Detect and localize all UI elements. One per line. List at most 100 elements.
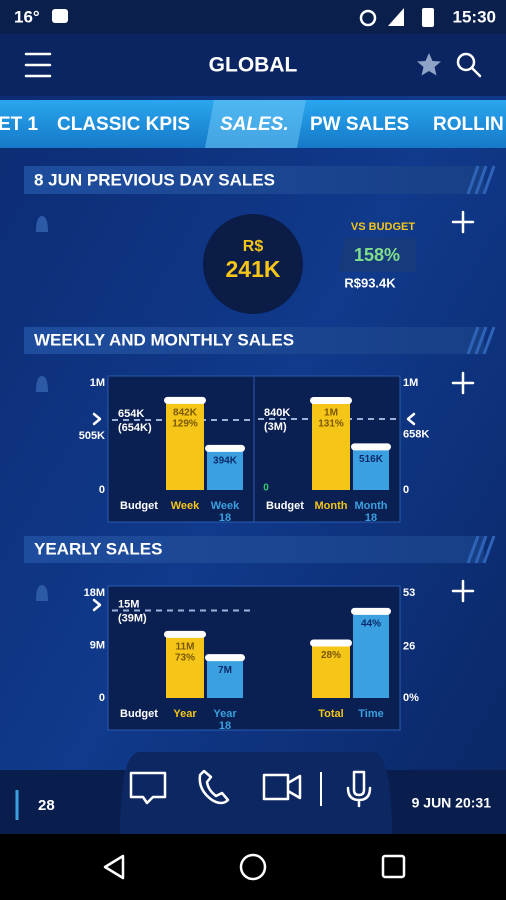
category-label: Budget — [266, 500, 304, 512]
bar — [353, 446, 389, 490]
y-tick-label: 18M — [84, 587, 105, 599]
value-label: 44% — [361, 618, 381, 629]
category-label: Budget — [120, 708, 158, 720]
chat-button[interactable] — [129, 771, 167, 805]
call-button[interactable] — [198, 769, 230, 805]
category-label: Year — [213, 708, 237, 720]
alert-icon[interactable] — [36, 216, 48, 234]
home-button[interactable] — [239, 853, 267, 881]
value-label: 0 — [263, 483, 269, 494]
category-label: Week — [211, 500, 240, 512]
y-tick-label: 1M — [90, 377, 105, 389]
bar-cap — [164, 630, 206, 638]
section-header — [24, 166, 484, 194]
add-button[interactable] — [451, 371, 475, 395]
video-button[interactable] — [262, 773, 302, 801]
section-stripes — [466, 535, 496, 564]
y-tick-label: 0 — [99, 484, 105, 496]
search-icon-handle — [470, 66, 482, 78]
value-label: 842K — [173, 408, 198, 419]
back-button[interactable] — [103, 854, 125, 880]
hotspot-icon — [359, 9, 377, 27]
alert-icon[interactable] — [36, 376, 48, 394]
status-bar — [0, 0, 506, 34]
section-title: WEEKLY AND MONTHLY SALES — [34, 330, 294, 349]
y-tick-label: 0% — [403, 692, 419, 704]
signal-icon — [388, 8, 404, 26]
temperature: 16° — [14, 7, 40, 26]
budget-label: (3M) — [264, 421, 287, 433]
clock: 15:30 — [453, 7, 496, 26]
daily-value: 241K — [226, 256, 281, 282]
vs-budget-label: VS BUDGET — [351, 221, 415, 233]
bar — [353, 610, 389, 698]
category-label: Total — [318, 708, 343, 720]
footer-count: 28 — [38, 797, 55, 814]
tab[interactable]: CLASSIC KPIS — [57, 114, 190, 135]
tab[interactable]: PW SALES — [310, 114, 409, 135]
tab-selected[interactable]: SALES. — [220, 114, 289, 135]
budget-label: 654K — [118, 408, 144, 420]
budget-label: 840K — [264, 407, 290, 419]
alert-icon[interactable] — [36, 585, 48, 603]
section-stripes — [466, 165, 496, 195]
bar-cap — [205, 444, 245, 452]
category-label: 18 — [219, 720, 231, 732]
y-tick-label: 0 — [99, 692, 105, 704]
value-label: 7M — [218, 665, 232, 676]
bar — [166, 633, 204, 698]
search-button[interactable] — [456, 52, 482, 78]
bar-cap — [205, 654, 245, 662]
value-label: 394K — [213, 455, 238, 466]
category-label: Month — [355, 500, 388, 512]
value-label: 28% — [321, 650, 341, 661]
y-tick-label: 1M — [403, 377, 418, 389]
value-label: 129% — [172, 419, 198, 430]
value-label: 1M — [324, 408, 338, 419]
y-tick-label: 0 — [403, 484, 409, 496]
category-label: Time — [358, 708, 383, 720]
y-tick-label: 658K — [403, 428, 429, 440]
add-button[interactable] — [451, 210, 475, 234]
value-label: 131% — [318, 419, 344, 430]
bar — [166, 399, 204, 490]
budget-arrow — [92, 598, 102, 612]
battery-icon — [422, 8, 434, 27]
footer-datetime: 9 JUN 20:31 — [412, 795, 492, 811]
category-label: Month — [315, 500, 348, 512]
favorite-button[interactable] — [417, 53, 441, 76]
tab[interactable]: ET 1 — [0, 114, 39, 135]
menu-button[interactable] — [24, 52, 52, 78]
recents-button[interactable] — [381, 854, 406, 879]
value-label: 516K — [359, 454, 384, 465]
add-button[interactable] — [451, 579, 475, 603]
bar — [207, 657, 243, 698]
notification-icon — [52, 9, 68, 23]
category-label: 18 — [365, 512, 377, 524]
value-circle — [203, 214, 303, 314]
section-header — [24, 536, 484, 563]
bar-cap — [351, 607, 391, 615]
section-title: YEARLY SALES — [34, 539, 163, 558]
menu-icon — [24, 52, 52, 78]
category-label: Budget — [120, 500, 158, 512]
bar — [312, 642, 350, 698]
category-label: Week — [171, 500, 200, 512]
search-icon — [456, 52, 476, 72]
header-title: GLOBAL — [209, 54, 298, 77]
section-stripes — [466, 326, 496, 355]
section-header — [24, 327, 484, 354]
tab[interactable]: ROLLIN — [433, 114, 504, 135]
budget-arrow — [92, 412, 102, 426]
budget-label: 15M — [118, 598, 139, 610]
y-tick-label: 26 — [403, 640, 415, 652]
bar-cap — [351, 443, 391, 451]
value-label: 11M — [176, 641, 195, 652]
category-label: Year — [173, 708, 197, 720]
percent-box — [338, 238, 416, 272]
bar-cap — [310, 639, 352, 647]
mic-button[interactable] — [346, 770, 372, 808]
selected-tab-highlight — [205, 100, 306, 148]
bar-cap — [310, 396, 352, 404]
